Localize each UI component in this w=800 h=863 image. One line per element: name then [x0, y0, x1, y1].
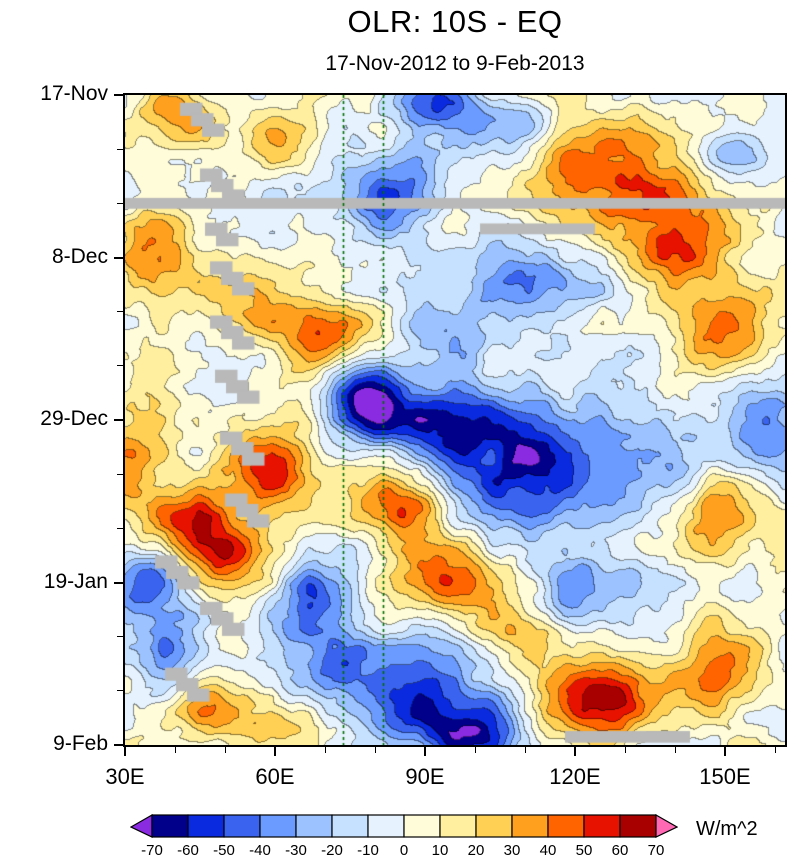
x-axis-minor-tick: [674, 747, 676, 753]
colorbar-tick-label: 50: [575, 842, 593, 859]
colorbar-tick-label: -70: [141, 842, 163, 859]
x-axis-tick-label: 90E: [405, 764, 445, 789]
colorbar-tick-label: 70: [647, 842, 665, 859]
x-axis-tick-label: 30E: [105, 764, 145, 789]
x-axis-minor-tick: [774, 747, 776, 753]
x-axis-minor-tick: [524, 747, 526, 753]
y-axis-minor-tick: [117, 148, 123, 150]
hovmoller-plot-canvas: [125, 95, 785, 745]
plot-frame: [123, 93, 787, 747]
colorbar-cell: [331, 814, 369, 838]
y-axis-tick-label: 17-Nov: [40, 82, 108, 105]
colorbar-units-label: W/m^2: [696, 818, 758, 840]
y-axis-tick: [114, 744, 123, 746]
colorbar-tick-label: -30: [285, 842, 307, 859]
x-axis-tick: [274, 747, 276, 756]
x-axis-minor-tick: [224, 747, 226, 753]
colorbar-cell: [619, 814, 657, 838]
x-axis-tick: [724, 747, 726, 756]
y-axis-minor-tick: [117, 473, 123, 475]
colorbar-tick-label: 20: [467, 842, 485, 859]
x-axis-tick: [574, 747, 576, 756]
colorbar-tick-label: -20: [321, 842, 343, 859]
colorbar-cell: [151, 814, 189, 838]
y-axis-minor-tick: [117, 311, 123, 313]
colorbar-cell: [475, 814, 513, 838]
colorbar-tick-label: 0: [399, 842, 409, 859]
y-axis-minor-tick: [117, 636, 123, 638]
y-axis-tick: [114, 94, 123, 96]
colorbar-cell: [367, 814, 405, 838]
colorbar-cell: [223, 814, 261, 838]
y-axis-tick-label: 19-Jan: [43, 569, 108, 593]
chart-title: OLR: 10S - EQ: [347, 4, 563, 39]
y-axis-minor-tick: [117, 527, 123, 529]
chart-subtitle: 17-Nov-2012 to 9-Feb-2013: [325, 52, 585, 75]
y-axis-tick-label: 9-Feb: [53, 732, 108, 755]
colorbar-tick-label: -60: [177, 842, 199, 859]
colorbar-under-arrow: [129, 813, 153, 838]
y-axis-minor-tick: [117, 690, 123, 692]
colorbar-cell: [547, 814, 585, 838]
colorbar-tick-label: 30: [503, 842, 521, 859]
y-axis-tick: [114, 419, 123, 421]
colorbar-cell: [187, 814, 225, 838]
colorbar: [129, 813, 679, 845]
colorbar-cell: [259, 814, 297, 838]
colorbar-over-arrow: [655, 813, 679, 838]
y-axis-tick-label: 29-Dec: [40, 407, 108, 430]
y-axis-tick: [114, 256, 123, 259]
y-axis-tick-label: 8-Dec: [51, 244, 108, 268]
colorbar-cell: [295, 814, 333, 838]
colorbar-cell: [583, 814, 621, 838]
colorbar-svg: [129, 813, 679, 838]
colorbar-tick-label: 60: [611, 842, 629, 859]
colorbar-tick-label: -50: [213, 842, 235, 859]
x-axis-tick: [124, 747, 126, 756]
x-axis-minor-tick: [624, 747, 626, 753]
colorbar-tick-label: -10: [357, 842, 379, 859]
y-axis-tick: [114, 581, 123, 584]
colorbar-cell: [439, 814, 477, 838]
x-axis-minor-tick: [324, 747, 326, 753]
x-axis-tick-label: 150E: [699, 764, 751, 789]
x-axis-tick-label: 60E: [255, 764, 295, 789]
x-axis-minor-tick: [374, 747, 376, 753]
colorbar-tick-label: 40: [539, 842, 557, 859]
colorbar-tick-label: 10: [431, 842, 449, 859]
x-axis-tick: [424, 747, 426, 756]
x-axis-minor-tick: [474, 747, 476, 753]
colorbar-tick-label: -40: [249, 842, 271, 859]
y-axis-minor-tick: [117, 365, 123, 367]
x-axis-tick-label: 120E: [549, 764, 601, 789]
x-axis-minor-tick: [174, 747, 176, 753]
colorbar-cell: [511, 814, 549, 838]
colorbar-cell: [403, 814, 441, 838]
y-axis-minor-tick: [117, 202, 123, 204]
